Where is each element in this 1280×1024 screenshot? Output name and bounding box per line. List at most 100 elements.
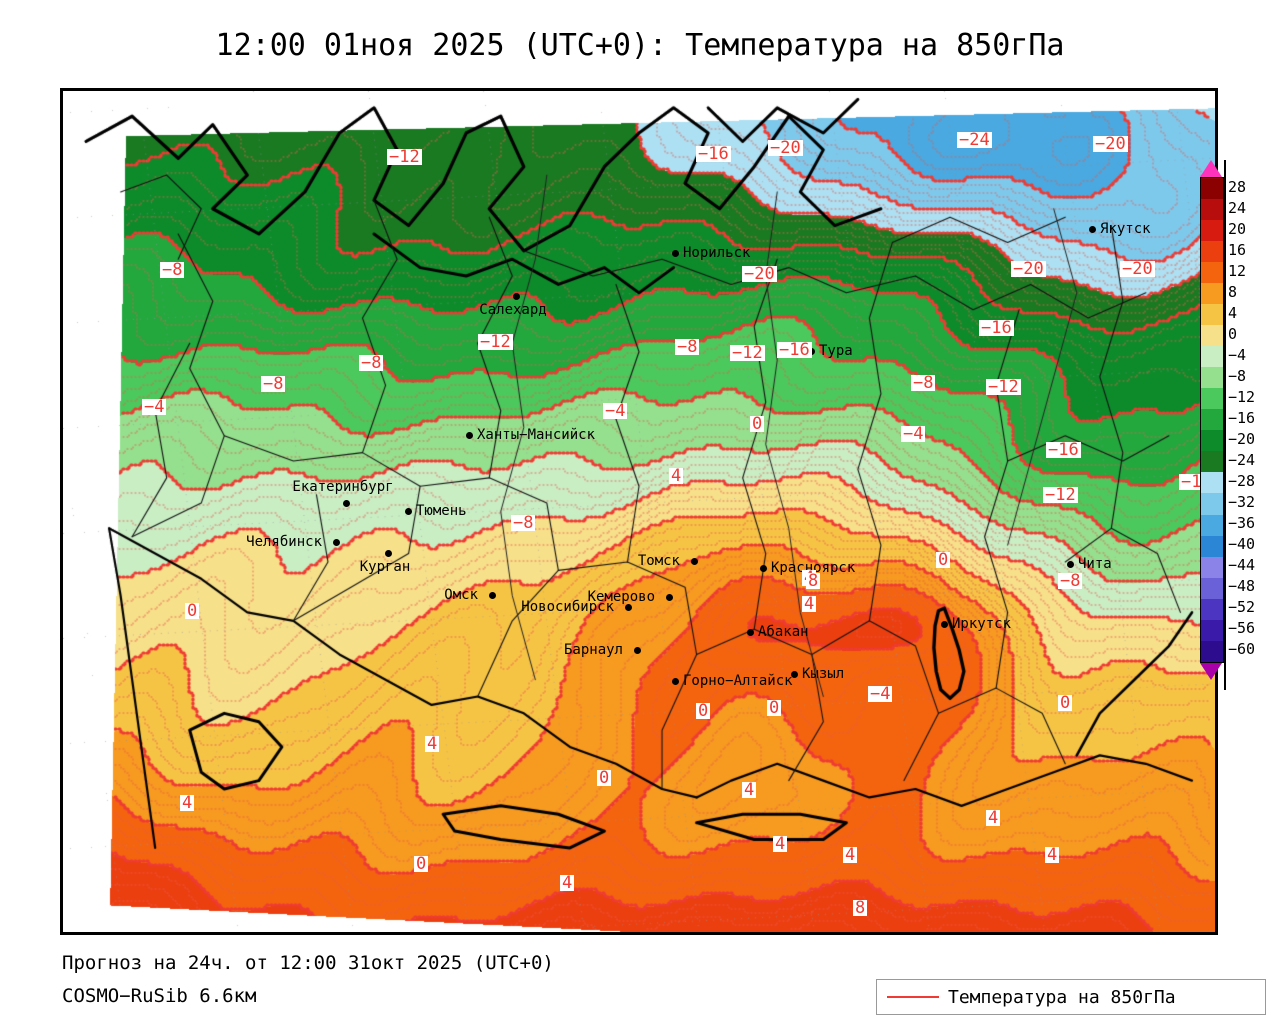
contour-label: 0 — [1058, 693, 1073, 713]
contour-label: −8 — [511, 513, 536, 533]
colorbar-segment — [1201, 598, 1223, 620]
city-label: Кемерово — [587, 589, 655, 605]
contour-label: −4 — [142, 397, 167, 417]
contour-label: −20 — [1093, 134, 1128, 154]
contour-label: 4 — [669, 466, 684, 486]
colorbar-segment — [1201, 472, 1223, 494]
city-dot-icon — [625, 604, 632, 611]
colorbar-tick-label: 12 — [1228, 261, 1247, 280]
contour-label: 0 — [597, 768, 612, 788]
colorbar-tick-label: −32 — [1228, 493, 1256, 512]
colorbar-tick-label: −20 — [1228, 430, 1256, 449]
colorbar-segment — [1201, 577, 1223, 599]
page-title: 12:00 01ноя 2025 (UTC+0): Температура на… — [215, 28, 1065, 63]
colorbar-tick-label: −16 — [1228, 409, 1256, 427]
contour-label: 0 — [750, 414, 765, 434]
contour-label: −24 — [957, 130, 992, 150]
city-dot-icon — [691, 558, 698, 565]
city-dot-icon — [466, 432, 473, 439]
contour-label: −8 — [160, 260, 185, 280]
contour-label: −8 — [675, 337, 700, 357]
city-dot-icon — [1089, 226, 1096, 233]
colorbar-segment — [1201, 325, 1223, 347]
city-dot-icon — [513, 293, 520, 300]
contour-label: −12 — [730, 343, 765, 363]
colorbar-segment — [1201, 514, 1223, 536]
contour-label: 4 — [843, 845, 858, 865]
legend-line-swatch — [887, 996, 939, 998]
city-label: Тюмень — [416, 503, 467, 519]
city-label: Ханты−Мансийск — [477, 427, 596, 443]
contour-label: −20 — [768, 138, 803, 158]
colorbar-segment — [1201, 430, 1223, 452]
forecast-info: Прогноз на 24ч. от 12:00 31окт 2025 (UTC… — [62, 952, 554, 974]
colorbar-segment — [1201, 556, 1223, 578]
city-label: Норильск — [683, 245, 751, 261]
city-label: Курган — [359, 559, 411, 575]
city-dot-icon — [343, 500, 350, 507]
city-dot-icon — [747, 629, 754, 636]
colorbar-segments — [1200, 177, 1224, 663]
colorbar-segment — [1201, 367, 1223, 389]
contour-label: −16 — [979, 318, 1014, 338]
contour-label: 4 — [1045, 845, 1060, 865]
contour-label: 4 — [560, 873, 575, 893]
contour-label: −4 — [603, 401, 628, 421]
contour-label: 0 — [767, 698, 782, 718]
city-dot-icon — [333, 539, 340, 546]
contour-label: −4 — [868, 684, 893, 704]
colorbar-segment — [1201, 619, 1223, 641]
contour-label: −16 — [1046, 440, 1081, 460]
city-label: Красноярск — [771, 560, 856, 576]
contour-label: −12 — [478, 332, 513, 352]
contour-label: −12 — [387, 147, 422, 167]
contour-label: −8 — [359, 353, 384, 373]
contour-label: −16 — [696, 144, 731, 164]
city-label: Томск — [637, 553, 680, 569]
weather-map[interactable]: Норильск Салехард Тура Якутск Ханты−Мансийск… — [60, 88, 1218, 935]
contour-label: −4 — [901, 424, 926, 444]
colorbar-under-arrow-icon — [1200, 663, 1222, 680]
contour-label: 8 — [806, 571, 821, 591]
contour-label: 4 — [742, 780, 757, 800]
contour-label: −8 — [911, 373, 936, 393]
city-dot-icon — [666, 594, 673, 601]
city-label: Челябинск — [246, 534, 322, 550]
city-label: Барнаул — [563, 642, 623, 658]
colorbar-axis-line — [1224, 160, 1226, 690]
colorbar-tick-label: 28 — [1228, 177, 1247, 196]
colorbar-tick-label: 8 — [1228, 282, 1238, 301]
colorbar-tick-labels: 28 24 20 16 12 8 4 0 −4 −8 −12 −16 −20 −24 −28 −32 −36 −4… — [1228, 177, 1276, 661]
colorbar-tick-label: −4 — [1228, 345, 1247, 364]
colorbar-tick-label: 4 — [1228, 303, 1238, 322]
colorbar-tick-label: −60 — [1228, 640, 1256, 659]
temperature-colorbar: 28 24 20 16 12 8 4 0 −4 −8 −12 −16 −20 −24 −28 −32 −36 −4… — [1200, 160, 1278, 690]
colorbar-tick-label: −28 — [1228, 472, 1256, 491]
contour-label: 8 — [853, 898, 868, 918]
colorbar-segment — [1201, 220, 1223, 242]
contour-label: 4 — [986, 808, 1001, 828]
colorbar-over-arrow-icon — [1200, 160, 1222, 177]
city-dot-icon — [941, 621, 948, 628]
contour-label: −20 — [742, 264, 777, 284]
contour-label: 4 — [773, 834, 788, 854]
map-legend: Температура на 850гПа — [876, 979, 1266, 1015]
model-info: COSMO−RuSib 6.6км — [62, 985, 257, 1007]
city-dot-icon — [634, 647, 641, 654]
colorbar-segment — [1201, 346, 1223, 368]
contour-label: −16 — [777, 340, 812, 360]
temperature-field-canvas — [63, 91, 1215, 932]
colorbar-segment — [1201, 493, 1223, 515]
contour-label: 0 — [414, 854, 429, 874]
colorbar-tick-label: 24 — [1228, 198, 1247, 217]
contour-label: −20 — [1120, 259, 1155, 279]
contour-label: −12 — [1043, 485, 1078, 505]
colorbar-segment — [1201, 283, 1223, 305]
colorbar-tick-label: −24 — [1228, 451, 1256, 470]
city-dot-icon — [672, 250, 679, 257]
city-dot-icon — [760, 565, 767, 572]
colorbar-tick-label: 16 — [1228, 240, 1247, 259]
colorbar-tick-label: −44 — [1228, 556, 1256, 575]
city-label: Салехард — [479, 302, 547, 318]
colorbar-segment — [1201, 199, 1223, 221]
